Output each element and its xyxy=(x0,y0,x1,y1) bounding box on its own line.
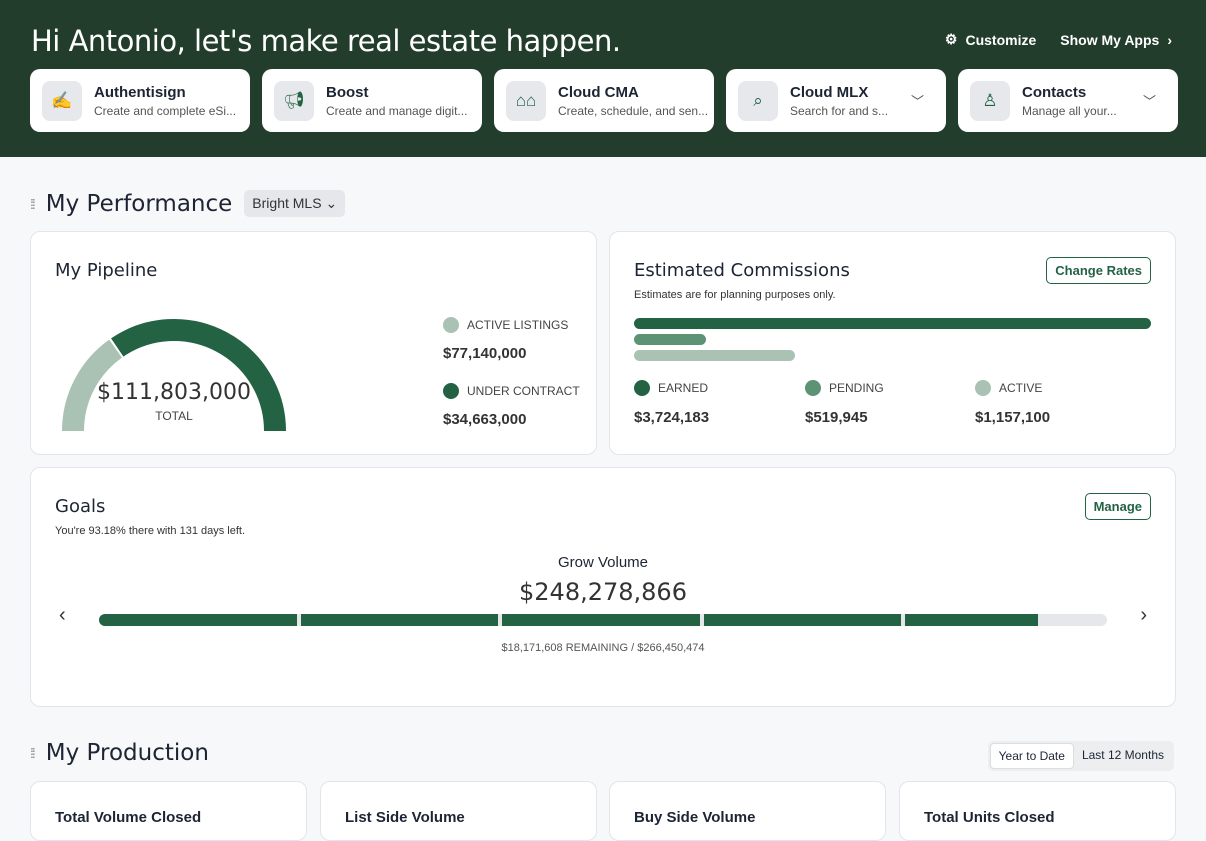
pipeline-total: $111,803,000 xyxy=(97,380,251,405)
section-title: My Performance xyxy=(45,190,233,217)
app-contacts[interactable]: ♙ Contacts Manage all your... ﹀ xyxy=(958,69,1178,132)
mls-dropdown[interactable]: Bright MLS ⌄ xyxy=(244,190,346,217)
legend-dot xyxy=(443,383,459,399)
gear-icon: ⚙ xyxy=(944,31,958,47)
card-title: My Pipeline xyxy=(55,260,158,281)
goal-progress-segment xyxy=(300,614,499,626)
chevron-down-icon[interactable]: ﹀ xyxy=(1142,94,1156,109)
earned-bar xyxy=(634,318,1151,329)
person-icon: ♙ xyxy=(970,80,1010,121)
manage-button[interactable]: Manage xyxy=(1084,493,1151,520)
gauge-contract-arc xyxy=(111,319,286,432)
legend-dot xyxy=(443,317,459,333)
production-card: Total Volume Closed xyxy=(30,781,307,841)
goal-progress-segment xyxy=(905,614,1039,626)
goal-progress-segment xyxy=(703,614,902,626)
app-boost[interactable]: 📢︎ Boost Create and manage digit... xyxy=(262,69,482,132)
goals-card: Goals You're 93.18% there with 131 days … xyxy=(30,467,1176,707)
goal-progress-segment xyxy=(99,614,297,626)
goal-progress-bar xyxy=(99,614,1107,626)
drag-handle-icon[interactable]: ⁞⁞ xyxy=(30,745,36,761)
production-card: Buy Side Volume xyxy=(609,781,886,841)
performance-section-header: ⁞⁞ My Performance Bright MLS ⌄ xyxy=(30,190,346,217)
greeting: Hi Antonio, let's make real estate happe… xyxy=(31,24,621,58)
pipeline-card: My Pipeline $111,803,000 TOTAL ACTIVE LI… xyxy=(30,231,597,455)
pipeline-gauge xyxy=(62,319,286,432)
tab-last-12-months[interactable]: Last 12 Months xyxy=(1081,748,1164,762)
app-authentisign[interactable]: ✍ Authentisign Create and complete eSi... xyxy=(30,69,250,132)
app-cloud-cma[interactable]: ⌂⌂ Cloud CMA Create, schedule, and sen... xyxy=(494,69,714,132)
period-tabs: Year to Date Last 12 Months xyxy=(987,741,1174,771)
production-section-header: ⁞⁞ My Production xyxy=(30,740,209,766)
megaphone-icon: 📢︎ xyxy=(274,80,314,121)
production-card: List Side Volume xyxy=(320,781,597,841)
goal-progress-segment xyxy=(502,614,700,626)
chevron-down-icon[interactable]: ﹀ xyxy=(910,94,924,109)
header: Hi Antonio, let's make real estate happe… xyxy=(0,0,1206,157)
signature-icon: ✍ xyxy=(42,80,82,121)
production-card: Total Units Closed xyxy=(899,781,1176,841)
card-title: Estimated Commissions xyxy=(634,260,850,281)
tab-year-to-date[interactable]: Year to Date xyxy=(989,743,1074,769)
drag-handle-icon[interactable]: ⁞⁞ xyxy=(30,195,36,212)
section-title: My Production xyxy=(45,740,209,766)
chevron-down-icon: ⌄ xyxy=(325,195,338,211)
chevron-right-icon[interactable]: › xyxy=(1140,604,1147,626)
gauge-active-arc xyxy=(62,339,123,432)
commissions-card: Estimated Commissions Estimates are for … xyxy=(609,231,1176,455)
show-apps-button[interactable]: Show My Apps › xyxy=(1060,31,1172,48)
pending-bar xyxy=(634,334,706,345)
customize-button[interactable]: ⚙ Customize xyxy=(944,31,1037,48)
houses-icon: ⌂⌂ xyxy=(506,80,546,121)
change-rates-button[interactable]: Change Rates xyxy=(1046,257,1151,284)
active-bar xyxy=(634,350,795,361)
card-title: Goals xyxy=(55,496,106,517)
chevron-left-icon[interactable]: ‹ xyxy=(59,604,66,626)
search-home-icon: ⌕ xyxy=(738,80,778,121)
chevron-right-icon: › xyxy=(1167,31,1172,48)
app-cloud-mlx[interactable]: ⌕ Cloud MLX Search for and s... ﹀ xyxy=(726,69,946,132)
